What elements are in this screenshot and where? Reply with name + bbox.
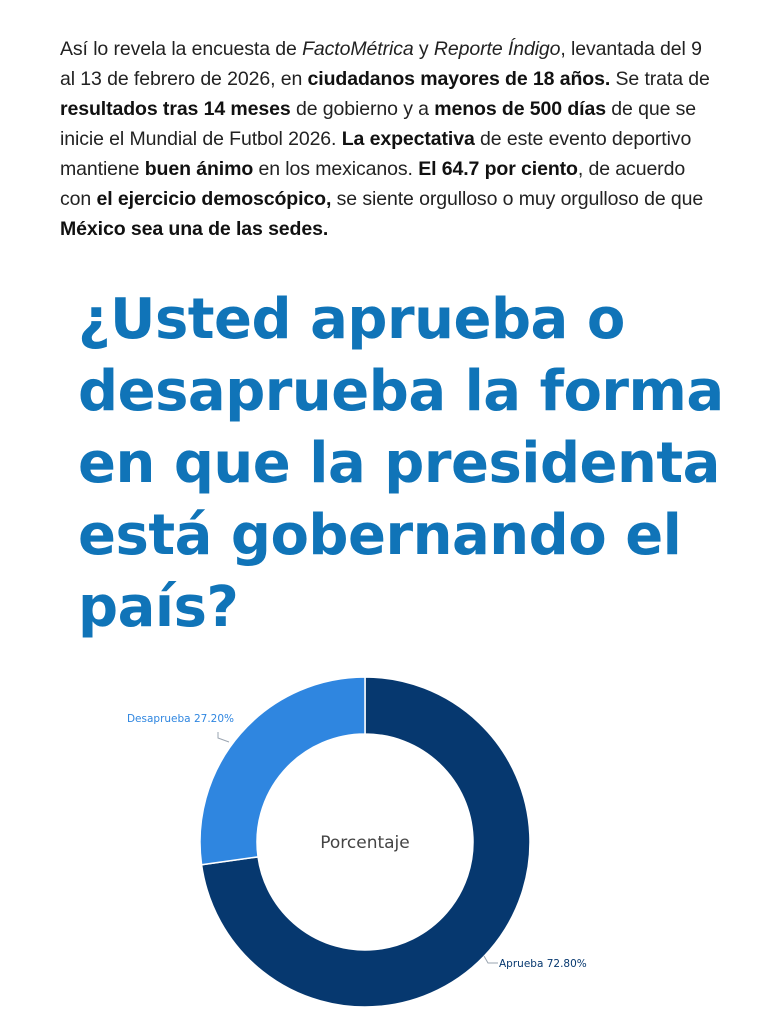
chart-labels: Aprueba 72.80% Desaprueba 27.20% [127,713,587,970]
chart-center-label: Porcentaje [320,833,410,853]
article-text-segment: en los mexicanos. [253,157,419,180]
source-name-reporte-indigo: Reporte Índigo [433,37,561,60]
article-text-segment: y [413,37,434,60]
article-text-segment: se siente orgulloso o muy orgulloso de q… [331,187,704,210]
article-bold-segment: resultados tras 14 meses [60,97,291,120]
article-bold-segment: el ejercicio demoscópico, [96,187,332,210]
article-text-segment: de gobierno y a [290,97,435,120]
slice-aprueba[interactable] [200,676,531,1008]
article-text-segment: Así lo revela la encuesta de [60,37,303,60]
label-desaprueba: Desaprueba 27.20% [127,713,234,725]
leader-line-desaprueba [217,732,230,743]
source-name-factometrica: FactoMétrica [302,37,414,60]
label-aprueba: Aprueba 72.80% [499,958,587,970]
article-bold-segment: México sea una de las sedes. [60,217,329,240]
article-text-segment: de que se inicie el Mundial de Futbol 20… [60,97,697,150]
leader-line-aprueba [483,955,498,964]
article-text-segment: Se trata de [610,67,710,90]
article-bold-segment: buen ánimo [144,157,254,180]
article-bold-segment: ciudadanos mayores de 18 años. [307,67,611,90]
article-text-segment: de este evento deportivo mantiene [60,127,692,180]
poll-question-headline: ¿Usted aprueba o desaprueba la forma en … [78,287,724,640]
slice-desaprueba[interactable] [199,676,366,866]
article-bold-segment: menos de 500 días [434,97,606,120]
article-text-segment: , de acuerdo con [60,157,686,210]
article-bold-segment: El 64.7 por ciento [418,157,578,180]
approval-donut-chart: Porcentaje Aprueba 72.80% Desaprueba 27.2… [127,676,587,1008]
article-bold-segment: La expectativa [341,127,475,150]
article-paragraph: Así lo revela la encuesta de FactoMétric… [60,34,710,244]
chart-slices [199,676,531,1008]
article-text-segment: , levantada del 9 al 13 de febrero de 20… [60,37,702,90]
